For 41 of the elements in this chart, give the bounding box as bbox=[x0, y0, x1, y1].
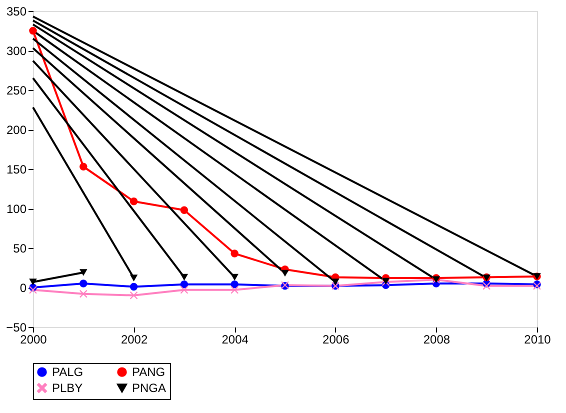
x-tick-label: 2008 bbox=[423, 332, 450, 346]
legend-label: PALG bbox=[52, 365, 84, 380]
point bbox=[180, 286, 188, 294]
point bbox=[130, 274, 138, 282]
x-tick-label: 2010 bbox=[524, 332, 552, 346]
point bbox=[130, 282, 138, 291]
y-tick-label: 0 bbox=[20, 281, 27, 295]
point bbox=[180, 206, 188, 214]
y-tick-label: 150 bbox=[6, 162, 27, 176]
y-tick-label: 250 bbox=[6, 84, 27, 98]
point bbox=[130, 292, 138, 300]
point bbox=[80, 269, 88, 276]
y-tick-label: 350 bbox=[6, 4, 27, 18]
point bbox=[130, 198, 138, 206]
point bbox=[230, 280, 238, 288]
point bbox=[230, 250, 238, 258]
point bbox=[80, 280, 88, 288]
x-tick-label: 2006 bbox=[322, 332, 350, 346]
legend-label: PNGA bbox=[132, 381, 166, 395]
point bbox=[180, 274, 188, 281]
point bbox=[29, 286, 37, 294]
legend-label: PANG bbox=[132, 365, 166, 380]
point bbox=[482, 282, 490, 290]
y-tick-label: 100 bbox=[6, 202, 27, 216]
y-tick-label: 50 bbox=[13, 242, 27, 256]
point bbox=[80, 290, 88, 298]
point bbox=[332, 278, 340, 286]
x-tick-label: 2002 bbox=[120, 332, 148, 346]
point bbox=[29, 278, 37, 286]
point bbox=[180, 280, 188, 288]
x-tick-label: 2000 bbox=[20, 332, 48, 346]
legend-label: PLBY bbox=[52, 381, 83, 395]
y-tick-label: 200 bbox=[6, 123, 27, 137]
point bbox=[230, 286, 238, 294]
point bbox=[29, 26, 37, 35]
x-tick-label: 2004 bbox=[222, 332, 249, 346]
y-tick-label: 300 bbox=[6, 44, 27, 58]
point bbox=[281, 270, 289, 277]
point bbox=[230, 274, 238, 281]
y-tick-label: −50 bbox=[6, 320, 27, 334]
point bbox=[80, 162, 88, 170]
